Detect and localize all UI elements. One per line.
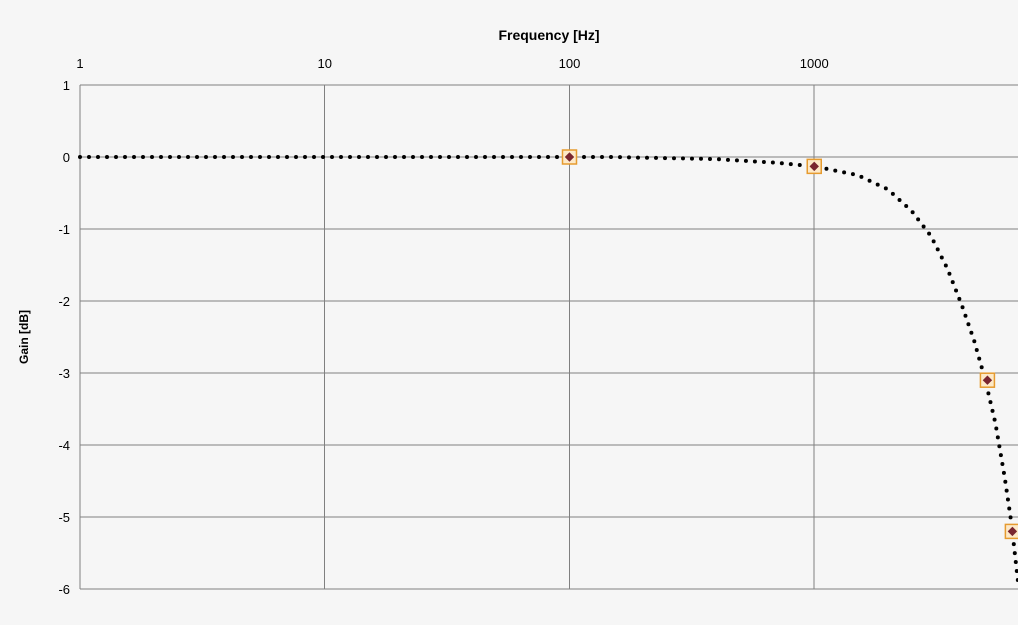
x-tick-label: 100: [559, 56, 581, 71]
gain-vs-frequency-chart: 10-1-2-3-4-5-61101001000Frequency [Hz]Ga…: [0, 0, 1018, 625]
y-tick-label: 1: [63, 78, 70, 93]
y-tick-label: -6: [58, 582, 70, 597]
y-tick-label: 0: [63, 150, 70, 165]
x-tick-label: 10: [318, 56, 332, 71]
chart-title: Frequency [Hz]: [498, 27, 599, 43]
y-tick-label: -3: [58, 366, 70, 381]
y-tick-label: -2: [58, 294, 70, 309]
x-tick-label: 1: [76, 56, 83, 71]
y-tick-label: -1: [58, 222, 70, 237]
y-tick-label: -5: [58, 510, 70, 525]
y-tick-label: -4: [58, 438, 70, 453]
x-tick-label: 1000: [800, 56, 829, 71]
y-axis-label: Gain [dB]: [17, 310, 31, 364]
